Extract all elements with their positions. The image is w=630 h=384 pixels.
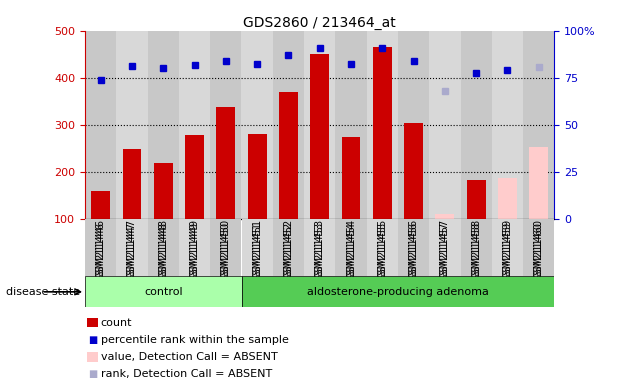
Text: GSM211454: GSM211454 (346, 222, 356, 281)
Text: GSM211449: GSM211449 (190, 219, 200, 278)
Bar (248, 134, 266, 219)
Bar (523, 219, 554, 276)
Bar (373, 47, 392, 219)
Text: GSM211460: GSM211460 (534, 219, 544, 278)
Text: control: control (144, 287, 183, 297)
Bar (304, 31, 335, 219)
Bar (85, 31, 117, 219)
Bar (367, 219, 398, 276)
Text: GSM211449: GSM211449 (190, 222, 200, 281)
Bar (398, 31, 429, 219)
Text: GSM211456: GSM211456 (409, 219, 418, 278)
Text: rank, Detection Call = ABSENT: rank, Detection Call = ABSENT (101, 369, 272, 379)
Text: GSM211459: GSM211459 (503, 219, 512, 278)
Bar (498, 178, 517, 219)
Bar (529, 147, 548, 219)
Text: GSM211455: GSM211455 (377, 222, 387, 281)
Text: GSM211448: GSM211448 (158, 222, 168, 281)
Text: GSM211453: GSM211453 (315, 219, 324, 278)
Bar (185, 135, 204, 219)
Bar (461, 219, 492, 276)
Bar (404, 123, 423, 219)
Text: GSM211457: GSM211457 (440, 219, 450, 278)
Bar (179, 219, 210, 276)
Bar (311, 54, 329, 219)
Bar (335, 31, 367, 219)
Bar (341, 137, 360, 219)
Text: count: count (101, 318, 132, 328)
Bar (154, 163, 173, 219)
Text: GSM211451: GSM211451 (252, 219, 262, 278)
Text: GSM211446: GSM211446 (96, 219, 106, 278)
Text: GSM211447: GSM211447 (127, 222, 137, 281)
Bar (210, 31, 241, 219)
Bar (241, 219, 273, 276)
Text: GSM211447: GSM211447 (127, 219, 137, 278)
Text: GSM211455: GSM211455 (377, 219, 387, 278)
Bar (304, 219, 335, 276)
Bar (467, 180, 486, 219)
Bar (217, 107, 235, 219)
Title: GDS2860 / 213464_at: GDS2860 / 213464_at (243, 16, 396, 30)
Text: percentile rank within the sample: percentile rank within the sample (101, 335, 289, 345)
Text: GSM211456: GSM211456 (409, 222, 418, 281)
Bar (435, 214, 454, 219)
Bar (147, 219, 179, 276)
Text: GSM211452: GSM211452 (284, 219, 294, 278)
Text: disease state: disease state (6, 287, 81, 297)
Text: GSM211451: GSM211451 (252, 222, 262, 281)
Bar (147, 31, 179, 219)
Bar (91, 190, 110, 219)
Text: ■: ■ (88, 369, 97, 379)
Text: GSM211453: GSM211453 (315, 222, 324, 281)
Bar (492, 31, 523, 219)
Bar (367, 31, 398, 219)
Bar (117, 31, 147, 219)
Bar (279, 92, 298, 219)
Bar (241, 276, 554, 307)
Bar (429, 31, 461, 219)
Bar (210, 219, 241, 276)
Bar (492, 219, 523, 276)
Text: GSM211450: GSM211450 (221, 219, 231, 278)
Text: GSM211460: GSM211460 (534, 222, 544, 281)
Bar (429, 219, 461, 276)
Bar (273, 31, 304, 219)
Text: GSM211458: GSM211458 (471, 222, 481, 281)
Bar (461, 31, 492, 219)
Bar (179, 31, 210, 219)
Text: value, Detection Call = ABSENT: value, Detection Call = ABSENT (101, 352, 278, 362)
Text: GSM211459: GSM211459 (503, 222, 512, 281)
Bar (85, 219, 117, 276)
Bar (117, 219, 147, 276)
Text: aldosterone-producing adenoma: aldosterone-producing adenoma (307, 287, 489, 297)
Bar (273, 219, 304, 276)
Text: GSM211458: GSM211458 (471, 219, 481, 278)
Bar (85, 276, 241, 307)
Bar (398, 219, 429, 276)
Text: GSM211452: GSM211452 (284, 222, 294, 281)
Text: GSM211457: GSM211457 (440, 222, 450, 281)
Text: GSM211448: GSM211448 (158, 219, 168, 278)
Text: GSM211446: GSM211446 (96, 222, 106, 281)
Bar (241, 31, 273, 219)
Bar (123, 149, 141, 219)
Text: ■: ■ (88, 335, 97, 345)
Bar (523, 31, 554, 219)
Text: GSM211450: GSM211450 (221, 222, 231, 281)
Bar (335, 219, 367, 276)
Text: GSM211454: GSM211454 (346, 219, 356, 278)
